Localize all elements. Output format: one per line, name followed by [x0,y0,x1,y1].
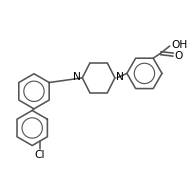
Text: Cl: Cl [35,150,45,159]
Text: O: O [175,51,183,61]
Text: N: N [116,72,124,82]
Text: OH: OH [171,40,187,50]
Text: N: N [73,72,81,82]
